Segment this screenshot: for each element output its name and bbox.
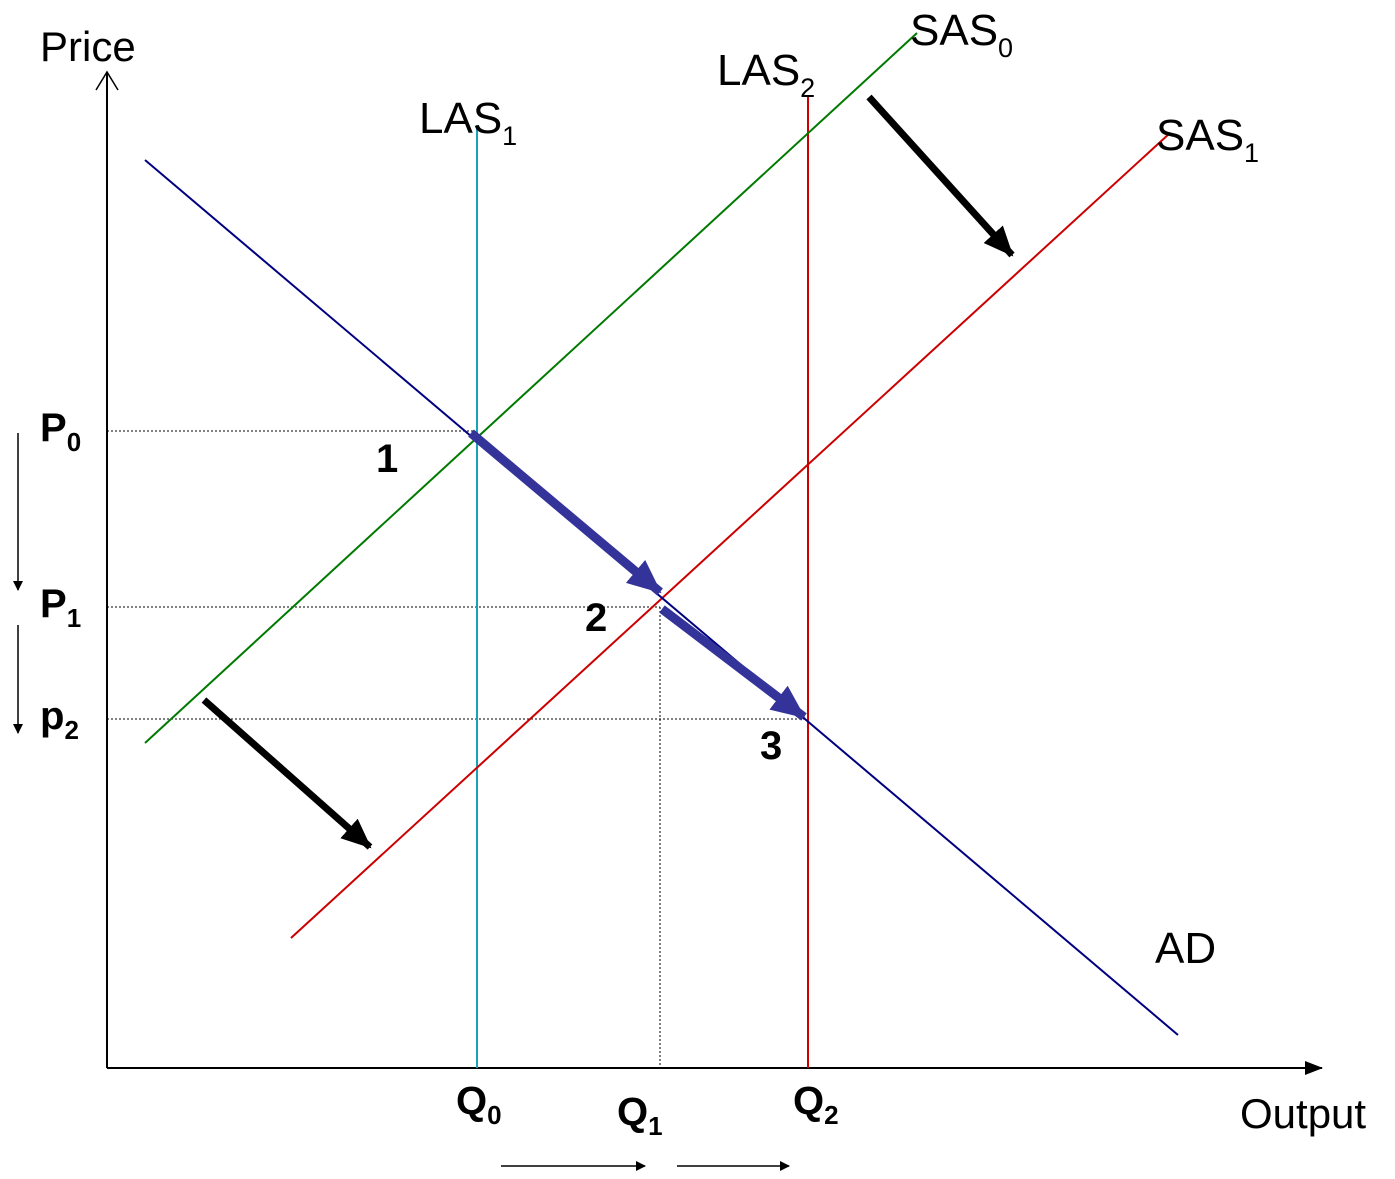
quantity-label-q1: Q1 [617,1090,663,1141]
price-label-p1: P1 [40,582,81,633]
sas1-line [290,132,1171,939]
point-label-2: 2 [585,596,607,640]
sas0-line [144,32,918,744]
point-label-3: 3 [760,724,782,768]
sas1-label: SAS1 [1156,111,1259,168]
y-axis-arrowhead [95,70,119,91]
y-axis-label: Price [40,23,136,70]
x-axis-label: Output [1240,1090,1366,1137]
path-arrow-2-to-3 [659,605,807,721]
shift-arrow-upper [866,94,1015,258]
price-label-p0: P0 [40,406,81,457]
price-label-p2: p2 [40,694,79,745]
quantity-label-q0: Q0 [456,1079,502,1130]
sas0-label: SAS0 [910,6,1013,63]
las1-label: LAS1 [419,94,517,151]
ad-label: AD [1155,924,1216,973]
point-label-1: 1 [376,437,398,481]
shift-arrow-lower [201,697,373,850]
las2-label: LAS2 [717,46,815,103]
quantity-label-q2: Q2 [793,1079,839,1130]
path-arrow-1-to-2 [468,429,663,596]
ad-line [144,159,1179,1036]
